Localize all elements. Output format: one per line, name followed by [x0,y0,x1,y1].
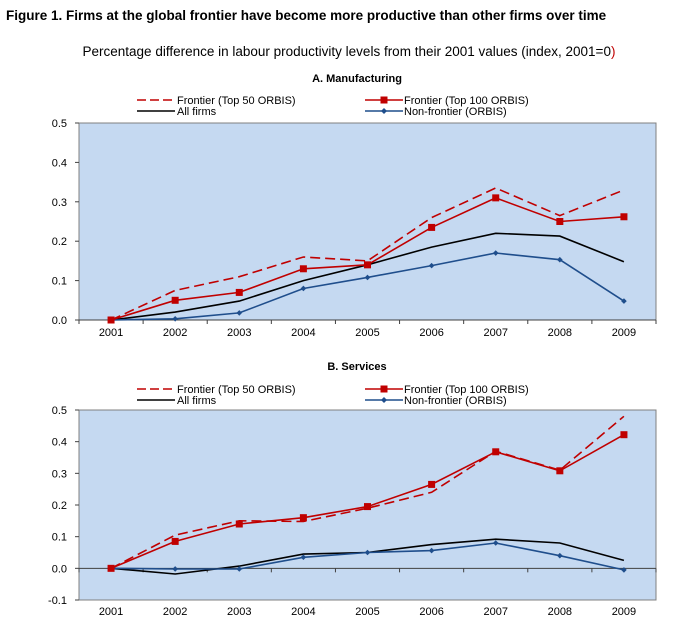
x-tick-label: 2007 [483,606,507,618]
data-point [428,262,435,269]
y-tick-label: 0.2 [52,500,67,512]
data-point [621,567,627,573]
x-tick-label: 2005 [355,606,379,618]
x-tick-label: 2002 [163,327,187,339]
x-tick-label: 2003 [227,606,251,618]
x-tick-label: 2004 [291,606,315,618]
legend-entry: All firms [177,106,217,118]
y-tick-label: -0.1 [48,595,67,607]
y-tick-label: 0.2 [52,236,67,248]
data-point [236,310,243,316]
x-tick-label: 2007 [483,327,507,339]
figure-title: Figure 1. Firms at the global frontier h… [6,8,607,23]
data-point [556,467,564,475]
y-tick-label: 0.3 [52,468,67,480]
legend-entry: Non-frontier (ORBIS) [404,395,507,407]
x-tick-label: 2001 [99,327,123,339]
data-point [557,256,563,263]
y-tick-label: 0.5 [52,118,67,130]
x-tick-label: 2005 [355,327,379,339]
data-point [492,194,500,202]
data-point [428,480,436,488]
legend-swatch [365,96,403,104]
data-point [557,552,563,559]
figure-subtitle-text: Percentage difference in labour producti… [82,44,611,59]
data-point [492,540,499,546]
legend-entry: Frontier (Top 100 ORBIS) [404,95,529,107]
legend-entry: Frontier (Top 50 ORBIS) [177,384,296,396]
data-point [620,213,628,221]
x-tick-label: 2008 [548,327,572,339]
panel-title: A. Manufacturing [312,73,402,85]
data-point [492,250,499,256]
data-point [428,547,435,554]
panel-services: B. Services Frontier (Top 50 ORBIS) Fronti… [48,361,657,618]
data-point [621,298,627,304]
y-tick-label: 0.5 [52,405,67,417]
x-tick-label: 2009 [612,606,636,618]
figure-subtitle: Percentage difference in labour producti… [0,44,698,59]
x-tick-label: 2002 [163,606,187,618]
x-tick-label: 2006 [419,606,443,618]
data-point [300,285,307,292]
data-point [492,448,500,456]
series-line [110,187,625,321]
data-point [235,520,243,528]
data-point [364,274,371,281]
y-tick-label: 0.0 [52,563,67,575]
data-point [299,265,307,273]
data-point [107,316,115,324]
data-point [428,223,436,231]
legend-entry: All firms [177,395,217,407]
y-tick-label: 0.0 [52,315,67,327]
y-tick-label: 0.4 [52,437,67,449]
y-tick-label: 0.4 [52,157,67,169]
data-point [236,566,243,572]
data-point [364,503,371,511]
legend-swatch [365,385,403,393]
y-tick-label: 0.3 [52,197,67,209]
legend-entry: Non-frontier (ORBIS) [404,106,507,118]
x-tick-label: 2003 [227,327,251,339]
y-tick-label: 0.1 [52,532,67,544]
data-point [620,431,628,439]
legend-entry: Frontier (Top 50 ORBIS) [177,95,296,107]
legend-swatch [365,108,403,114]
data-point [172,566,178,572]
x-tick-label: 2006 [419,327,443,339]
data-point [364,261,371,269]
data-point [364,549,371,556]
figure-subtitle-paren: ) [610,44,616,59]
legend-entry: Frontier (Top 100 ORBIS) [404,384,529,396]
data-point [299,514,307,522]
data-point [300,554,307,561]
y-tick-label: 0.1 [52,276,67,288]
data-point [556,218,564,225]
panel-title: B. Services [327,361,386,373]
data-point [172,316,178,322]
x-tick-label: 2004 [291,327,315,339]
x-tick-label: 2001 [99,606,123,618]
x-tick-label: 2008 [548,606,572,618]
data-point [171,537,179,545]
x-tick-label: 2009 [612,327,636,339]
data-point [107,564,115,572]
legend-swatch [365,397,403,403]
data-point [235,288,243,296]
data-point [171,296,179,304]
panel-manufacturing: A. Manufacturing Frontier (Top 50 ORBIS) F… [52,73,657,339]
